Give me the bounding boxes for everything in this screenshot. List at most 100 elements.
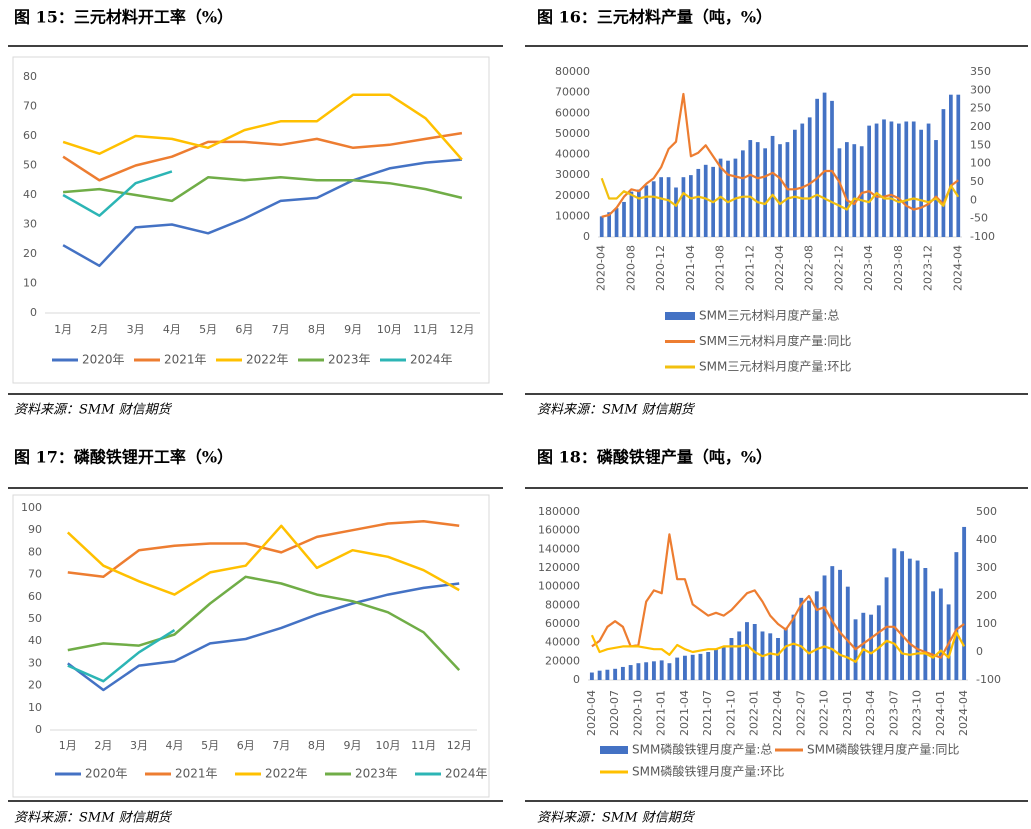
figure-title: 图 15：三元材料开工率（%） (14, 8, 233, 27)
y-tick-label: 20000 (555, 189, 590, 202)
x-tick-label: 2023-07 (887, 690, 900, 736)
y2-tick-label: 200 (976, 589, 997, 602)
x-tick-label: 2022-08 (803, 245, 816, 291)
bar (721, 646, 726, 680)
y2-tick-label: 150 (970, 138, 991, 151)
bar (954, 552, 959, 680)
bar (807, 117, 812, 237)
bar (884, 577, 889, 680)
x-tick-label: 2022-04 (773, 245, 786, 291)
legend-label: SMM三元材料月度产量:环比 (699, 359, 851, 374)
frames (8, 45, 1028, 802)
x-tick-label: 8月 (308, 323, 326, 336)
bar (637, 189, 641, 237)
x-tick-label: 6月 (235, 323, 253, 336)
bar (919, 129, 923, 237)
bar (644, 185, 649, 237)
bar (666, 177, 671, 237)
series-line (590, 631, 966, 663)
y2-tick-label: 100 (976, 617, 997, 630)
bar (931, 591, 936, 680)
source-note: 资料来源：SMM 财信期货 (14, 811, 173, 826)
y-tick-label: 30000 (555, 168, 590, 181)
x-tick-label: 2023-10 (911, 690, 924, 736)
y-tick-label: 10 (28, 701, 42, 714)
legend-label: SMM三元材料月度产量:总 (699, 308, 839, 323)
bar (706, 652, 711, 680)
series-line (66, 524, 460, 596)
y-tick-label: 80 (28, 545, 42, 558)
legend-label: 2021年 (164, 353, 207, 367)
y-tick-label: 40000 (545, 636, 580, 649)
legend-label: 2020年 (82, 353, 125, 367)
bar (689, 175, 693, 237)
legend-swatch (665, 312, 695, 320)
x-tick-label: 2023-08 (892, 245, 905, 291)
series-line (600, 177, 960, 211)
bar (681, 177, 686, 237)
bar (793, 129, 797, 237)
bar (876, 605, 881, 680)
y-tick-label: 70000 (555, 86, 590, 99)
chart-frame (12, 494, 490, 798)
bar (690, 654, 695, 680)
x-tick-label: 2021-04 (684, 245, 697, 291)
bar (934, 140, 938, 237)
y2-tick-label: 250 (970, 102, 991, 115)
y2-tick-label: 300 (976, 561, 997, 574)
bar (799, 597, 804, 680)
bar (900, 551, 905, 680)
bar (941, 109, 946, 237)
x-tick-label: 2022-07 (794, 690, 807, 736)
legend-label: 2022年 (265, 767, 308, 781)
y2-tick-label: 400 (976, 533, 997, 546)
x-tick-label: 7月 (272, 739, 290, 752)
x-tick-label: 2020-12 (654, 245, 667, 291)
y-tick-label: 50000 (555, 127, 590, 140)
x-tick-label: 2021-12 (743, 245, 756, 291)
bar (659, 177, 663, 237)
legend-label: 2022年 (246, 353, 289, 367)
legend-label: 2023年 (355, 767, 398, 781)
bar (926, 123, 931, 237)
y-tick-label: 50 (23, 159, 37, 172)
bar (674, 187, 678, 237)
bar (755, 142, 760, 237)
source-note: 资料来源：SMM 财信期货 (537, 811, 696, 826)
series-line (67, 520, 460, 579)
x-tick-label: 2020-10 (631, 690, 644, 736)
bar (605, 669, 610, 680)
bar (783, 627, 788, 680)
y-tick-label: 140000 (538, 542, 580, 555)
x-tick-label: 2020-08 (624, 245, 637, 291)
bar (770, 135, 775, 237)
bar (822, 575, 827, 680)
bar (683, 655, 687, 680)
bar (938, 588, 943, 680)
bar (597, 670, 602, 680)
x-tick-label: 4月 (163, 323, 181, 336)
bar (949, 94, 953, 237)
x-tick-label: 3月 (130, 739, 148, 752)
legend-label: 2021年 (175, 767, 218, 781)
bar (861, 612, 866, 680)
legend-label: 2024年 (445, 767, 488, 781)
figure-title: 图 17：磷酸铁锂开工率（%） (14, 448, 233, 467)
bar (867, 125, 871, 237)
legend-label: SMM三元材料月度产量:同比 (699, 333, 851, 348)
x-tick-label: 11月 (413, 323, 438, 336)
bar (845, 142, 849, 237)
y-tick-label: 100 (21, 501, 42, 514)
x-tick-label: 9月 (344, 323, 362, 336)
bar (889, 121, 894, 237)
bar (768, 633, 773, 680)
x-tick-label: 2023-01 (841, 690, 854, 736)
y-tick-label: 180000 (538, 505, 580, 518)
y-tick-label: 90 (28, 523, 42, 536)
y-tick-label: 60000 (545, 617, 580, 630)
series-line (62, 158, 463, 268)
series-line (67, 582, 460, 692)
y-tick-label: 80 (23, 70, 37, 83)
legend-label: SMM磷酸铁锂月度产量:同比 (807, 742, 959, 757)
